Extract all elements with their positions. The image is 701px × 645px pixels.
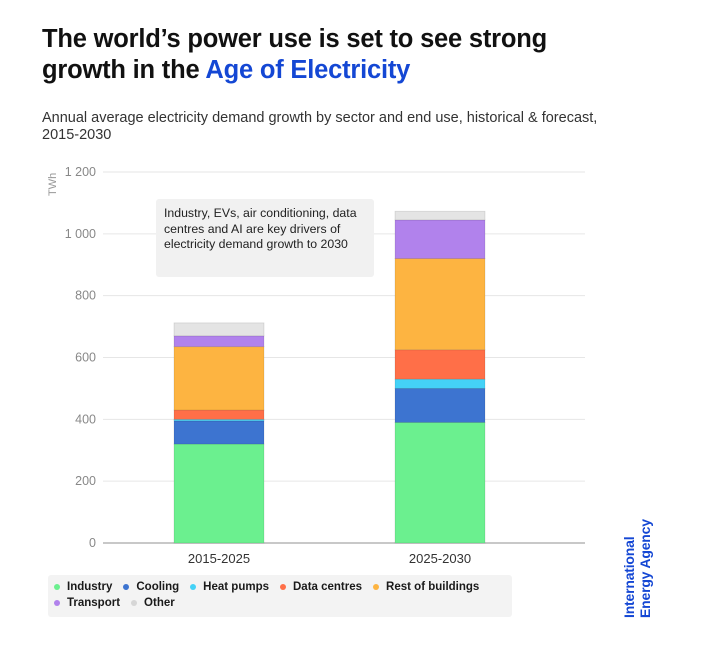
legend-label: Transport	[67, 597, 121, 609]
legend-label: Cooling	[136, 581, 180, 593]
bar-segment-rest-of-buildings	[173, 346, 265, 411]
legend-item: Rest of buildings	[373, 579, 479, 595]
legend-dot-icon	[373, 584, 380, 590]
bar-segment-other	[394, 210, 486, 221]
bar-segment-cooling	[173, 420, 265, 445]
y-tick-label: 400	[75, 412, 96, 426]
bar-segment-heat-pumps	[394, 378, 486, 389]
legend-item: Other	[131, 595, 175, 611]
bar-segment-other	[173, 322, 265, 337]
chart-subtitle: Annual average electricity demand growth…	[42, 110, 598, 143]
bar-segment-data-centres	[394, 349, 486, 380]
legend-dot-icon	[131, 600, 138, 606]
bar-segment-industry	[173, 443, 265, 544]
bar-stack	[394, 210, 486, 544]
legend-dot-icon	[280, 584, 286, 590]
logo-line-2: Energy Agency	[637, 519, 653, 618]
legend-item: Heat pumps	[190, 579, 269, 595]
chart-title: The world’s power use is set to see stro…	[42, 24, 602, 86]
bars	[173, 210, 486, 544]
legend-item: Data centres	[280, 579, 362, 595]
x-tick-label: 2025-2030	[409, 551, 471, 566]
x-tick-labels: 2015-2025 2025-2030	[188, 551, 471, 566]
legend-dot-icon	[54, 584, 60, 590]
legend: Industry Cooling Heat pumps Data centres Res…	[48, 575, 512, 617]
legend-label: Industry	[67, 581, 113, 593]
y-tick-labels: 0 200 400 600 800 1 000 1 200	[65, 165, 96, 550]
legend-item: Transport	[54, 595, 120, 611]
bar-segment-data-centres	[173, 409, 265, 420]
y-tick-label: 1 200	[65, 165, 96, 179]
y-tick-label: 800	[75, 289, 96, 303]
legend-label: Data centres	[293, 581, 363, 593]
title-accent: Age of Electricity	[205, 56, 411, 84]
legend-label: Rest of buildings	[386, 581, 480, 593]
iea-logo: International Energy Agency	[621, 519, 653, 618]
y-axis-label: TWh	[47, 173, 59, 196]
bar-segment-industry	[394, 422, 486, 544]
y-tick-label: 600	[75, 351, 96, 365]
legend-label: Heat pumps	[203, 581, 269, 593]
bar-segment-cooling	[394, 388, 486, 423]
y-tick-label: 1 000	[65, 227, 96, 241]
legend-item: Industry	[54, 579, 112, 595]
bar-segment-transport	[173, 335, 265, 348]
legend-label: Other	[144, 597, 175, 609]
bar-stack	[173, 322, 265, 544]
x-tick-label: 2015-2025	[188, 551, 250, 566]
bar-segment-rest-of-buildings	[394, 258, 486, 351]
legend-dot-icon	[123, 584, 130, 590]
y-tick-label: 200	[75, 474, 96, 488]
legend-dot-icon	[54, 600, 60, 606]
logo-line-1: International	[621, 536, 637, 618]
legend-dot-icon	[190, 584, 197, 590]
bar-segment-heat-pumps	[173, 418, 265, 422]
y-tick-label: 0	[89, 536, 96, 550]
title-prefix: The world’s power use is set to see stro…	[42, 25, 548, 84]
annotation-box: Industry, EVs, air conditioning, data ce…	[156, 199, 374, 277]
legend-item: Cooling	[123, 579, 179, 595]
bar-segment-transport	[394, 219, 486, 259]
